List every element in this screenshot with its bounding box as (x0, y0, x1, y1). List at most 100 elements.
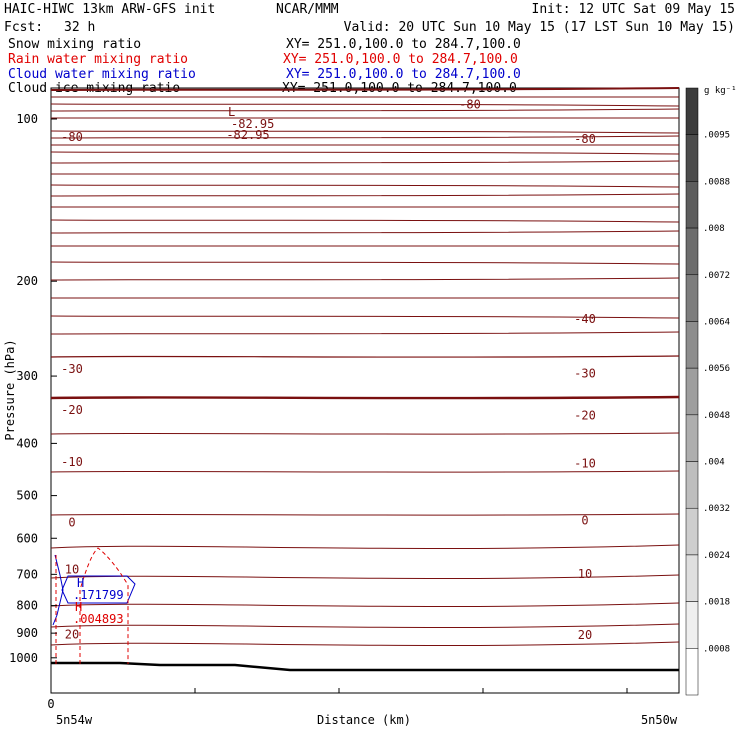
colorbar-cell (685, 87, 699, 135)
isotherm-value-label: -30 (61, 362, 83, 376)
isotherm-line (50, 602, 680, 607)
colorbar-tick-label: .0048 (703, 411, 730, 421)
x-right-location: 5n50w (641, 713, 678, 727)
field-name-cloud-water: Cloud water mixing ratio (8, 67, 196, 82)
isotherm-value-label: 10 (65, 563, 79, 577)
isotherm-value-label: -80 (61, 130, 83, 144)
isotherm-line (50, 184, 680, 188)
colorbar-cell (685, 507, 699, 556)
colorbar-cell (685, 134, 699, 182)
isotherm-value-label: -80 (574, 132, 596, 146)
isotherm-value-label: -10 (61, 455, 83, 469)
isotherm-line (50, 355, 680, 358)
isotherm-line (50, 219, 680, 223)
rain-contour (79, 547, 129, 664)
colorbar-tick-label: .0095 (703, 131, 730, 141)
colorbar-cell (685, 321, 699, 369)
isotherm-value-label: 20 (578, 628, 592, 642)
fcst-label: Fcst: (4, 20, 43, 35)
isotherm-value-label: -10 (574, 457, 596, 471)
isotherm-line (50, 544, 680, 549)
hydrometeor-contours (52, 547, 136, 664)
isotherm-line (50, 151, 680, 155)
low-marker-label: L (228, 105, 235, 119)
isotherm-labels: -80 -82.95 -80 -80 -40 -30 -30 -20 -20 -10 -10 0 0 10… (61, 98, 596, 643)
x-axis-title: Distance (km) (317, 713, 411, 727)
isotherm-line (50, 193, 680, 197)
ground-surface (51, 661, 679, 672)
colorbar-cell (685, 367, 699, 416)
isotherm-value-label: -80 (459, 98, 481, 112)
colorbar-cell (685, 554, 699, 602)
x-axis (50, 688, 628, 693)
isotherm-value-label: -40 (574, 312, 596, 326)
colorbar-tick-label: .0056 (703, 364, 730, 374)
ground-line (51, 661, 679, 672)
colorbar-tick-label: .0072 (703, 271, 730, 281)
fcst-value: 32 h (64, 20, 95, 35)
colorbar-cell (685, 414, 699, 462)
colorbar-unit: g kg⁻¹ (704, 86, 737, 96)
isotherm-line (50, 470, 680, 473)
isotherm-value-label: -20 (61, 403, 83, 417)
cloud-water-max-value: .171799 (73, 588, 124, 602)
field-xy-rain: XY= 251.0,100.0 to 284.7,100.0 (283, 52, 518, 67)
isotherm-line (50, 623, 680, 628)
y-axis: 100 200 300 400 500 600 700 800 900 1000 (9, 112, 57, 665)
isotherm-value-label: -20 (574, 408, 596, 422)
field-xy-cloud-water: XY= 251.0,100.0 to 284.7,100.0 (286, 67, 521, 82)
isotherm-contours (50, 87, 680, 646)
low-marker-value: -82.95 (231, 117, 274, 131)
cloud-water-max-label: H (77, 576, 84, 590)
colorbar-cell (685, 181, 699, 229)
colorbar-tick-label: .008 (703, 224, 725, 234)
model-title: HAIC-HIWC 13km ARW-GFS init (4, 2, 215, 17)
y-tick-label: 200 (16, 274, 38, 288)
rain-max-value: .004893 (73, 612, 124, 626)
isotherm-line (50, 87, 680, 91)
isotherm-line (50, 331, 680, 335)
y-tick-label: 800 (16, 599, 38, 613)
y-tick-label: 700 (16, 567, 38, 581)
colorbar-tick-label: .0064 (703, 317, 730, 327)
x-tick-zero: 0 (47, 697, 54, 711)
colorbar-tick-label: .004 (703, 458, 725, 468)
isotherm-line (50, 130, 680, 134)
colorbar-cell (685, 227, 699, 276)
colorbar-cell (685, 274, 699, 322)
field-name-snow: Snow mixing ratio (8, 37, 141, 52)
colorbar-tick-label: .0018 (703, 598, 730, 608)
colorbar-cell (685, 461, 699, 509)
isotherm-line (50, 513, 680, 516)
cloud-water-contour (61, 575, 136, 604)
isotherm-line (50, 108, 680, 112)
valid-time: Valid: 20 UTC Sun 10 May 15 (17 LST Sun … (344, 20, 735, 35)
x-left-location: 5n54w (56, 713, 93, 727)
y-tick-label: 900 (16, 626, 38, 640)
y-tick-label: 400 (16, 436, 38, 450)
colorbar-cell (685, 601, 699, 649)
y-tick-label: 300 (16, 369, 38, 383)
y-tick-label: 500 (16, 489, 38, 503)
y-tick-label: 600 (16, 531, 38, 545)
isotherm-line (50, 230, 680, 234)
colorbar-tick-label: .0008 (703, 644, 730, 654)
isotherm-value-label: 0 (68, 516, 75, 530)
plot-frame (50, 87, 680, 694)
isotherm-line (50, 261, 680, 265)
y-tick-label: 100 (16, 112, 38, 126)
isotherm-line (50, 103, 680, 107)
colorbar-tick-label: .0088 (703, 177, 730, 187)
field-xy-snow: XY= 251.0,100.0 to 284.7,100.0 (286, 37, 521, 52)
y-tick-label: 1000 (9, 651, 38, 665)
isotherm-line (50, 315, 680, 319)
isotherm-line (50, 135, 680, 139)
init-time: Init: 12 UTC Sat 09 May 15 (532, 2, 736, 17)
isotherm-value-label: 20 (65, 627, 79, 641)
isotherm-value-label: -30 (574, 367, 596, 381)
isotherm-line (50, 395, 680, 400)
colorbar-tick-label: .0032 (703, 504, 730, 514)
isotherm-line (50, 641, 680, 646)
y-axis-title: Pressure (hPa) (3, 339, 17, 440)
